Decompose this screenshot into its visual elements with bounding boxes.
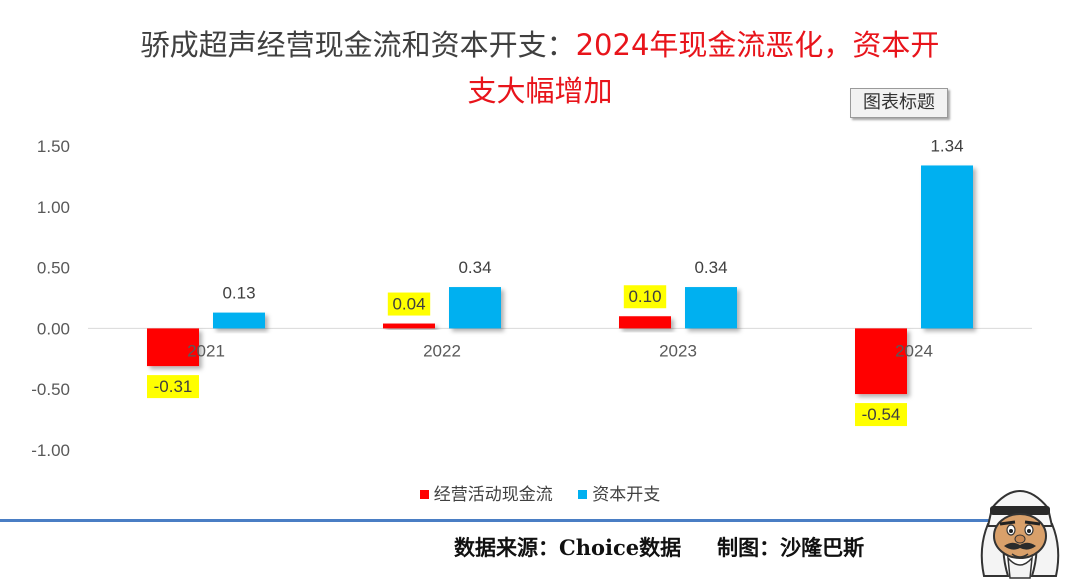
data-label: 0.04 bbox=[392, 295, 425, 314]
legend-item-operating-cashflow[interactable]: 经营活动现金流 bbox=[419, 480, 553, 505]
data-labels: -0.31 0.13 0.04 0.34 0.10 0.34 -0.54 1.34 bbox=[147, 136, 964, 427]
footer-source: 数据来源：Choice数据 bbox=[454, 535, 682, 560]
bar-operating-cashflow-2024 bbox=[855, 328, 907, 395]
bar-chart: 1.501.000.500.00-0.50-1.00 2021 2022 2023 2… bbox=[31, 136, 1032, 460]
bar-capex-2024 bbox=[921, 165, 973, 329]
legend-item-capex[interactable]: 资本开支 bbox=[578, 480, 660, 505]
chart-title-part1: 骄成超声经营现金流和资本开支： bbox=[140, 28, 576, 62]
y-tick-label: 1.50 bbox=[37, 137, 70, 156]
chart-legend: 经营活动现金流 资本开支 bbox=[0, 480, 1080, 505]
legend-swatch-operating-cashflow bbox=[419, 490, 429, 499]
data-label: 0.34 bbox=[694, 258, 727, 277]
data-label: -0.31 bbox=[154, 377, 193, 396]
x-tick-label: 2024 bbox=[895, 341, 933, 360]
legend-label-operating-cashflow: 经营活动现金流 bbox=[433, 485, 553, 505]
y-tick-label: 0.00 bbox=[37, 319, 70, 338]
bar-capex-2022 bbox=[449, 287, 501, 329]
data-label: 0.34 bbox=[458, 258, 491, 277]
legend-label-capex: 资本开支 bbox=[592, 485, 661, 505]
y-tick-label: -0.50 bbox=[31, 380, 70, 399]
data-label: -0.54 bbox=[862, 405, 901, 424]
chart-title-tooltip: 图表标题 bbox=[850, 88, 948, 118]
x-axis-labels: 2021 2022 2023 2024 bbox=[187, 341, 933, 360]
bar-operating-cashflow-2021 bbox=[147, 328, 199, 367]
data-label-highlight bbox=[387, 292, 431, 316]
x-tick-label: 2021 bbox=[187, 341, 225, 360]
y-axis: 1.50 1.00 0.50 0.00 -0.50 -1.00 bbox=[31, 137, 70, 460]
data-label: 1.34 bbox=[930, 136, 963, 155]
data-label: 0.10 bbox=[628, 287, 661, 306]
chart-title-part2: 2024年现金流恶化，资本开 bbox=[575, 28, 940, 62]
x-tick-label: 2022 bbox=[423, 341, 461, 360]
bar-capex-2021 bbox=[213, 312, 265, 329]
data-label-highlight bbox=[623, 285, 667, 309]
footer-divider bbox=[0, 519, 1000, 522]
x-tick-label: 2023 bbox=[659, 341, 697, 360]
y-tick-label: 0.50 bbox=[37, 259, 70, 278]
y-tick-label: -1.00 bbox=[31, 441, 70, 460]
chart-title: 骄成超声经营现金流和资本开支：2024年现金流恶化，资本开 支大幅增加 bbox=[0, 22, 1080, 114]
bar-operating-cashflow-2023 bbox=[619, 316, 671, 329]
data-label: 0.13 bbox=[222, 284, 255, 303]
legend-swatch-capex bbox=[578, 490, 588, 499]
bar-operating-cashflow-2022 bbox=[383, 323, 435, 329]
data-label-highlight bbox=[855, 403, 907, 427]
chart-title-line2: 支大幅增加 bbox=[467, 74, 613, 108]
bar-capex-2023 bbox=[685, 287, 737, 329]
footer: 数据来源：Choice数据 制图：沙隆巴斯 bbox=[454, 532, 974, 562]
y-tick-label: 1.00 bbox=[37, 198, 70, 217]
bars bbox=[147, 165, 973, 395]
data-label-highlight bbox=[147, 375, 199, 399]
mascot-icon bbox=[980, 490, 1060, 579]
footer-author: 制图：沙隆巴斯 bbox=[717, 535, 865, 560]
